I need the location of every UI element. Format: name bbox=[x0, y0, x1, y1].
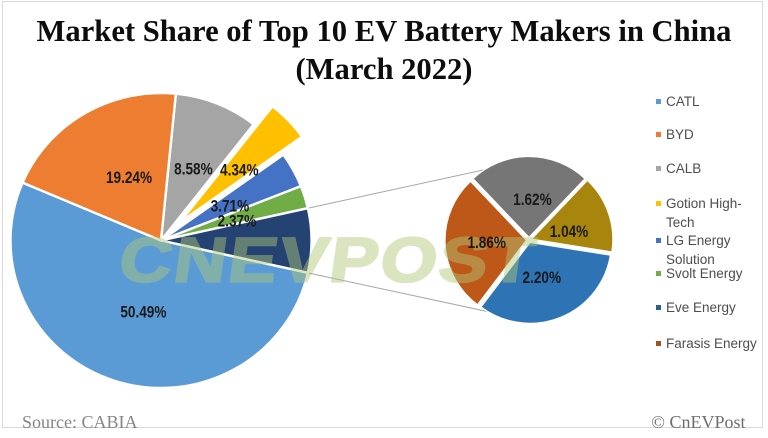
svg-text:8.58%: 8.58% bbox=[174, 160, 213, 179]
svg-text:2.20%: 2.20% bbox=[523, 269, 562, 288]
svg-text:19.24%: 19.24% bbox=[106, 169, 152, 188]
svg-text:CNEVPOST: CNEVPOST bbox=[115, 225, 542, 295]
svg-text:1.62%: 1.62% bbox=[513, 191, 552, 210]
svg-text:1.86%: 1.86% bbox=[467, 234, 506, 253]
svg-text:50.49%: 50.49% bbox=[120, 303, 166, 322]
svg-text:2.37%: 2.37% bbox=[218, 212, 257, 231]
svg-text:4.34%: 4.34% bbox=[220, 161, 259, 180]
svg-text:1.04%: 1.04% bbox=[550, 223, 589, 242]
svg-text:3.71%: 3.71% bbox=[211, 197, 250, 216]
